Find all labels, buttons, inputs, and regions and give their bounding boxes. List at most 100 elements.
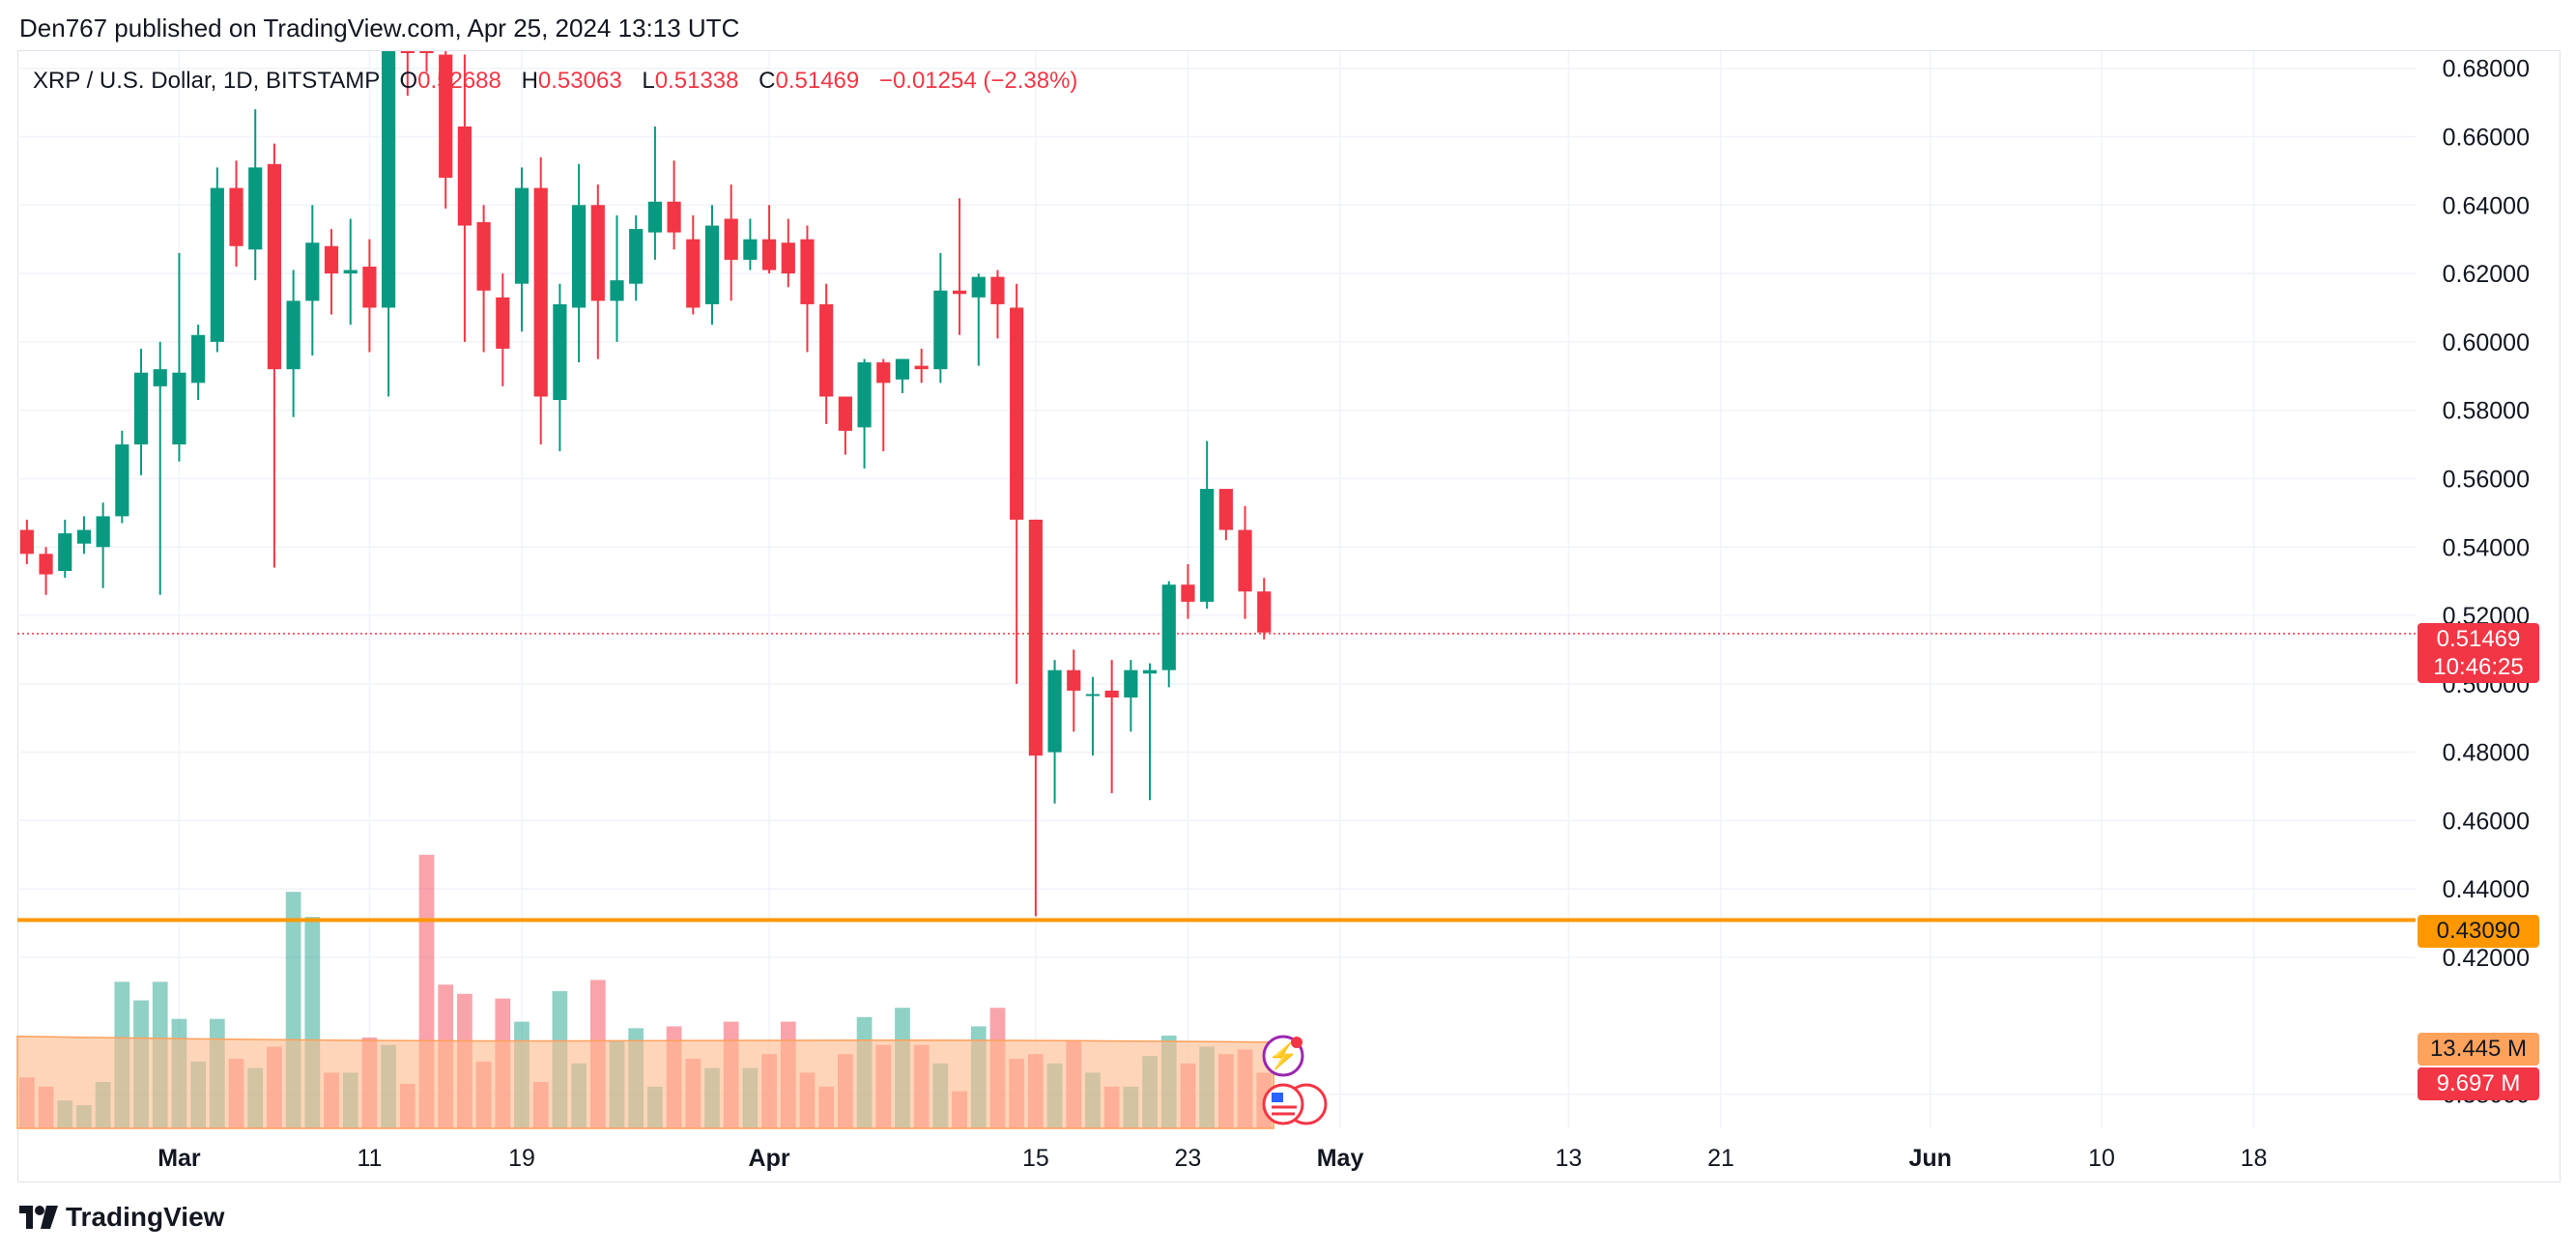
legend-low-label: L <box>642 68 655 94</box>
candle-body <box>305 242 320 301</box>
candle-body <box>1257 591 1272 633</box>
candle <box>439 51 453 209</box>
price-tick-label: 0.58000 <box>2443 398 2530 425</box>
candle <box>1200 441 1215 609</box>
volume-tag: 9.697 M <box>2418 1067 2539 1100</box>
candle-body <box>724 218 738 260</box>
candle-body <box>647 201 662 233</box>
candle <box>990 270 1005 339</box>
candle <box>191 325 206 401</box>
candle <box>210 167 224 353</box>
candle <box>553 283 567 452</box>
candle-body <box>857 362 872 428</box>
candle-body <box>895 358 910 380</box>
candle <box>876 358 891 452</box>
candle <box>1067 649 1081 732</box>
legend-open-value: 0.52688 <box>417 68 501 94</box>
candle-body <box>248 167 263 250</box>
candle <box>800 225 815 353</box>
candle <box>382 51 396 397</box>
time-tick-label: 23 <box>1175 1145 1202 1172</box>
candle-body <box>1124 669 1138 697</box>
candle <box>724 185 738 301</box>
tradingview-logo[interactable]: TradingView <box>19 1202 224 1233</box>
candle-body <box>533 187 548 397</box>
candle-body <box>172 372 186 445</box>
candle <box>838 396 852 455</box>
time-tick-label: Jun <box>1908 1145 1951 1172</box>
time-tick-label: Mar <box>157 1145 201 1172</box>
time-tick-label: 15 <box>1022 1145 1049 1172</box>
candle <box>686 214 701 315</box>
candle-body <box>990 276 1005 304</box>
candle-body <box>76 529 92 544</box>
candle-body <box>1067 669 1081 691</box>
candle <box>533 156 548 445</box>
candle <box>704 205 720 326</box>
candle <box>362 239 377 353</box>
price-tick-label: 0.56000 <box>2443 466 2530 493</box>
candle-body <box>476 221 491 291</box>
candle-body <box>629 229 644 284</box>
candle-body <box>667 201 681 233</box>
price-tick-label: 0.66000 <box>2443 124 2530 151</box>
candle-body <box>1085 694 1101 697</box>
candle <box>590 185 605 359</box>
candle <box>914 348 929 384</box>
candle <box>1218 489 1233 541</box>
candle-body <box>686 239 701 308</box>
price-tick-label: 0.60000 <box>2443 329 2530 356</box>
candle-body <box>343 270 358 274</box>
candle-body <box>610 280 624 301</box>
candle <box>476 205 491 353</box>
candle-body <box>419 51 434 53</box>
candle-body <box>96 516 110 548</box>
candle-body <box>838 396 852 431</box>
candle <box>1028 519 1043 917</box>
candle <box>1142 663 1158 801</box>
price-axis: 0.68000 0.66000 0.64000 0.62000 0.60000 0.580… <box>2443 56 2530 1109</box>
last-price-tag: 0.51469 10:46:25 <box>2418 623 2539 683</box>
candle <box>1257 578 1272 640</box>
candle-body <box>704 225 720 304</box>
candle-body <box>819 303 834 397</box>
candle <box>857 358 872 469</box>
candle-body <box>876 362 891 384</box>
time-tick-label: 18 <box>2241 1145 2268 1172</box>
price-tick-label: 0.44000 <box>2443 876 2530 903</box>
candle-body <box>439 54 453 178</box>
events-icon[interactable]: ⚡ <box>1262 1035 1304 1077</box>
candle-body <box>229 187 243 246</box>
price-tick-label: 0.68000 <box>2443 56 2530 83</box>
chart-frame[interactable] <box>17 50 2561 1182</box>
candle <box>153 341 167 595</box>
legend-close-value: 0.51469 <box>775 68 860 94</box>
candle-body <box>1010 307 1024 520</box>
price-tick-label: 0.54000 <box>2443 534 2530 561</box>
candle-body <box>514 187 530 284</box>
legend-symbol: XRP / U.S. Dollar, 1D, BITSTAMP <box>33 68 380 94</box>
candle-body <box>572 205 587 308</box>
candle <box>647 126 662 260</box>
price-tick-label: 0.62000 <box>2443 261 2530 288</box>
candle-body <box>133 372 149 445</box>
publisher-line: Den767 published on TradingView.com, Apr… <box>19 14 740 43</box>
candle <box>952 198 967 335</box>
candle <box>1161 581 1176 688</box>
candle <box>19 519 34 564</box>
volume-ma-tag: 13.445 M <box>2418 1033 2539 1066</box>
flag-icon[interactable] <box>1262 1083 1328 1125</box>
price-tick-label: 0.48000 <box>2443 740 2530 767</box>
candle <box>629 214 644 301</box>
candle-body <box>400 51 415 53</box>
legend-close-label: C <box>758 68 776 94</box>
candle <box>761 205 777 274</box>
candle-body <box>1218 489 1233 530</box>
candle-body <box>781 242 795 274</box>
legend-high-label: H <box>521 68 538 94</box>
candle <box>514 167 530 332</box>
time-tick-label: Apr <box>749 1145 790 1172</box>
candle <box>172 252 186 462</box>
candle <box>400 51 415 97</box>
